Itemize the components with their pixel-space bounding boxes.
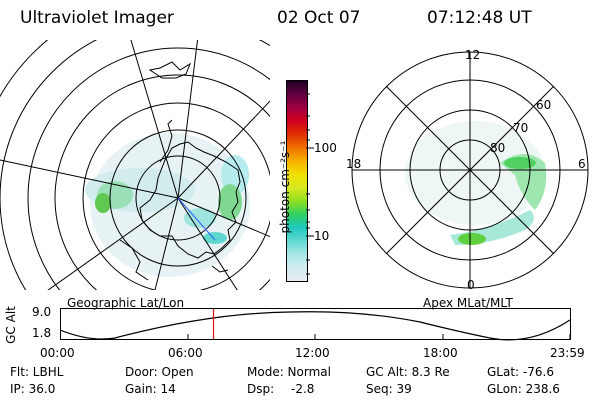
seq-info: Seq: 39 — [366, 382, 412, 396]
mlat-label-80: 80 — [490, 141, 506, 155]
right-emission — [405, 121, 547, 245]
colorbar-tick-100: 100 — [314, 141, 337, 155]
imager-title: Ultraviolet Imager — [20, 8, 174, 28]
altitude-xtick-0000: 00:00 — [40, 346, 75, 360]
mlat-label-70: 70 — [513, 121, 529, 135]
header-date: 02 Oct 07 — [277, 8, 361, 28]
colorbar-unit-label: photon cm⁻²s⁻¹ — [278, 140, 292, 234]
glon-info: GLon: 238.6 — [487, 382, 560, 396]
glat-info: GLat: -76.6 — [487, 365, 554, 379]
colorbar-tick-10: 10 — [314, 229, 330, 243]
left-map-caption: Geographic Lat/Lon — [67, 296, 185, 310]
altitude-plot — [60, 308, 571, 341]
antarctic-coastline — [139, 141, 241, 259]
colorbar-ticks — [306, 93, 314, 275]
mlt-label-12: 12 — [465, 48, 481, 62]
right-map-caption: Apex MLat/MLT — [423, 296, 513, 310]
gc-alt-info: GC Alt: 8.3 Re — [366, 365, 450, 379]
filter-info: Flt: LBHL — [10, 365, 64, 379]
dsp-label: Dsp: — [247, 382, 275, 396]
altitude-ylabel: GC Alt — [3, 306, 18, 344]
mlt-label-6: 6 — [578, 157, 586, 171]
colorbar — [286, 80, 308, 282]
altitude-ytick-low: 1.8 — [32, 326, 52, 340]
colorbar-gradient — [287, 81, 307, 281]
mlat-label-60: 60 — [536, 98, 552, 112]
geographic-map — [0, 40, 270, 290]
altitude-xtick-0600: 06:00 — [168, 346, 203, 360]
altitude-xtick-1200: 12:00 — [295, 346, 330, 360]
magnetic-polar-plot — [351, 51, 589, 289]
dsp-value: -2.8 — [291, 382, 315, 396]
mlt-label-18: 18 — [346, 157, 362, 171]
gain-info: Gain: 14 — [125, 382, 176, 396]
mlt-label-0: 0 — [467, 278, 475, 292]
door-info: Door: Open — [125, 365, 194, 379]
ip-info: IP: 36.0 — [10, 382, 56, 396]
altitude-curve — [60, 311, 571, 341]
altitude-xtick-2359: 23:59 — [550, 346, 585, 360]
header-time: 07:12:48 UT — [427, 8, 532, 28]
mode-info: Mode: Normal — [247, 365, 331, 379]
altitude-ytick-high: 9.0 — [32, 305, 52, 319]
altitude-xtick-1800: 18:00 — [423, 346, 458, 360]
